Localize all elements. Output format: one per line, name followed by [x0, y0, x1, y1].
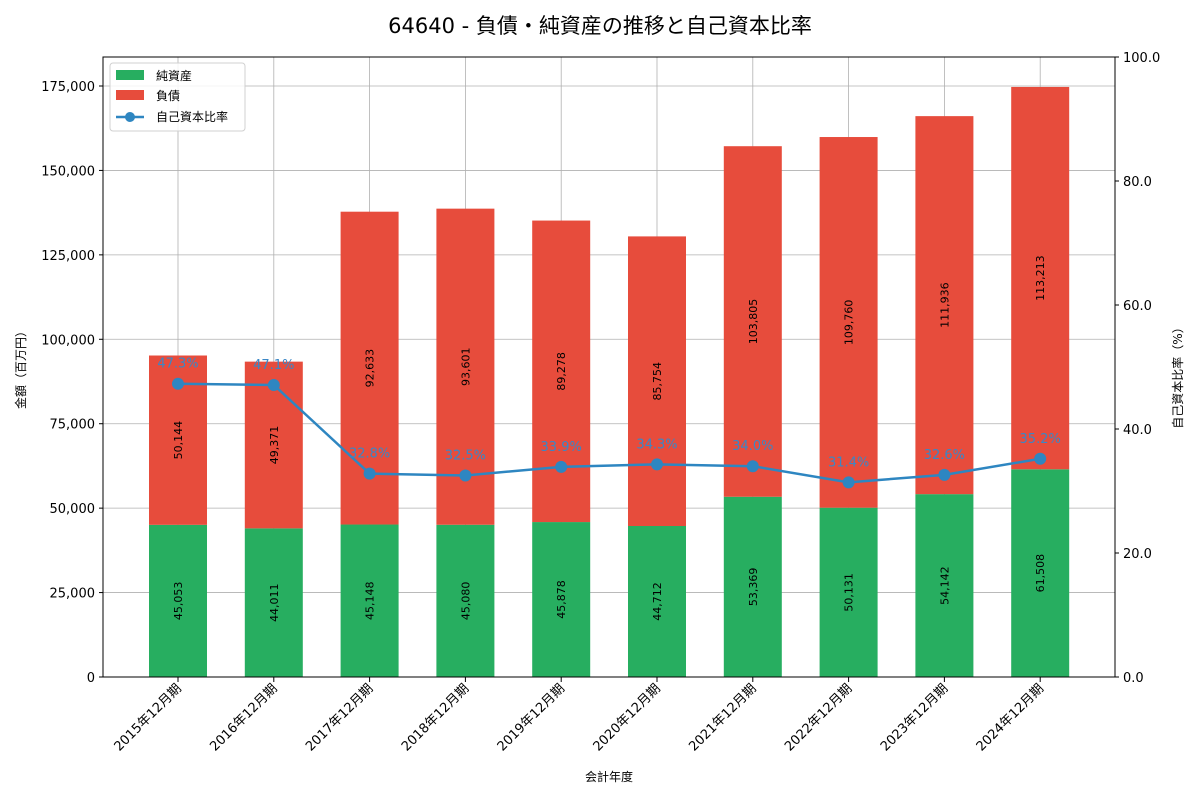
left-axis: 0 25,000 50,000 75,000 100,000 125,000 150,000… — [41, 80, 103, 686]
bar-liabilities-label: 111,936 — [938, 282, 951, 328]
ratio-marker — [938, 468, 951, 481]
plot-frame — [102, 56, 1116, 678]
bar-equity — [244, 528, 303, 677]
x-tick-label: 2021年12月期 — [686, 681, 759, 754]
bar-equity — [628, 526, 686, 677]
bar-equity-label: 44,712 — [651, 582, 664, 621]
ratio-marker — [651, 458, 663, 471]
x-tick-label: 2020年12月期 — [591, 681, 664, 754]
bar-liabilities — [819, 137, 878, 508]
ratio-label: 32.6% — [924, 448, 965, 463]
ratio-label: 47.1% — [253, 358, 294, 373]
bar-equity-label: 45,878 — [555, 580, 568, 619]
ratio-marker — [459, 469, 472, 482]
x-axis: 2015年12月期 2016年12月期 2017年12月期 2018年12月期 2019… — [112, 677, 1047, 755]
bar-equity — [915, 494, 974, 677]
y2-tick-label: 0.0 — [1123, 671, 1144, 686]
x-tick-label: 2018年12月期 — [399, 681, 472, 754]
bar-equity-label: 53,369 — [747, 568, 760, 607]
y-tick-label: 175,000 — [41, 80, 95, 95]
legend-label-equity: 純資産 — [156, 68, 192, 83]
bar-liabilities-label: 93,601 — [459, 347, 472, 386]
x-tick-label: 2023年12月期 — [878, 681, 951, 754]
bar-liabilities-label: 85,754 — [651, 362, 664, 401]
bar-liabilities-label: 89,278 — [555, 352, 568, 391]
ratio-marker — [1034, 452, 1047, 465]
bar-liabilities — [723, 146, 782, 497]
ratio-marker — [555, 460, 568, 473]
ratio-label: 34.3% — [636, 437, 677, 452]
bar-equity — [819, 507, 878, 677]
bar-liabilities — [628, 236, 686, 527]
legend-label-ratio: 自己資本比率 — [156, 109, 228, 124]
bars: 45,053 50,144 44,011 49,371 45,148 92,633 45,0… — [149, 86, 1070, 677]
ratio-marker — [842, 476, 855, 489]
x-tick-label: 2019年12月期 — [495, 681, 568, 754]
bar-liabilities-label: 113,213 — [1034, 255, 1047, 301]
y-tick-label: 100,000 — [41, 333, 95, 348]
x-tick-label: 2017年12月期 — [303, 681, 376, 754]
x-tick-label: 2016年12月期 — [207, 681, 280, 754]
bar-equity-label: 44,011 — [268, 583, 281, 622]
y-axis-label: 金額（百万円） — [13, 325, 28, 409]
bar-equity — [340, 524, 399, 677]
legend: 純資産 負債 自己資本比率 — [109, 62, 246, 132]
ratio-label: 47.3% — [157, 357, 198, 372]
x-axis-label: 会計年度 — [585, 769, 633, 784]
y-tick-label: 125,000 — [41, 249, 95, 264]
right-axis: 0.0 20.0 40.0 60.0 80.0 100.0 — [1115, 51, 1160, 686]
bar-equity — [532, 522, 591, 677]
bar-liabilities-label: 103,805 — [747, 299, 760, 345]
bar-equity-label: 50,131 — [843, 573, 856, 612]
legend-label-liabilities: 負債 — [156, 88, 180, 103]
bar-equity-label: 61,508 — [1034, 554, 1047, 593]
y2-axis-label: 自己資本比率（%） — [1170, 321, 1185, 428]
bar-liabilities-label: 50,144 — [172, 421, 185, 460]
bar-equity-label: 54,142 — [938, 566, 951, 605]
bar-liabilities — [1011, 86, 1070, 470]
bar-equity-label: 45,148 — [364, 582, 377, 621]
legend-swatch-liabilities — [116, 90, 144, 100]
y2-tick-label: 100.0 — [1123, 51, 1160, 66]
ratio-label: 33.9% — [541, 440, 582, 455]
bar-equity — [436, 524, 495, 677]
chart-title: 64640 - 負債・純資産の推移と自己資本比率 — [388, 14, 812, 38]
bar-equity-label: 45,080 — [459, 582, 472, 621]
y2-tick-label: 60.0 — [1123, 299, 1152, 314]
bar-equity — [723, 496, 782, 677]
bar-liabilities-label: 109,760 — [843, 300, 856, 346]
ratio-label: 32.5% — [445, 449, 486, 464]
bar-liabilities-label: 92,633 — [364, 349, 377, 388]
y-tick-label: 150,000 — [41, 164, 95, 179]
ratio-label: 31.4% — [828, 455, 869, 470]
x-tick-label: 2022年12月期 — [782, 681, 855, 754]
bar-liabilities — [915, 116, 974, 495]
bar-liabilities-label: 49,371 — [268, 426, 281, 465]
y-tick-label: 25,000 — [50, 587, 96, 602]
ratio-label: 32.8% — [349, 447, 390, 462]
ratio-marker — [172, 377, 184, 390]
bar-equity-label: 45,053 — [172, 582, 185, 621]
x-tick-label: 2015年12月期 — [112, 681, 185, 754]
y2-tick-label: 80.0 — [1123, 175, 1152, 190]
ratio-label: 35.2% — [1020, 432, 1061, 447]
legend-swatch-equity — [116, 70, 144, 80]
y-tick-label: 50,000 — [50, 502, 96, 517]
y-tick-label: 75,000 — [50, 418, 96, 433]
x-tick-label: 2024年12月期 — [974, 681, 1047, 754]
ratio-marker — [267, 378, 280, 391]
ratio-label: 34.0% — [732, 439, 773, 454]
bar-equity — [149, 524, 207, 677]
legend-marker-ratio — [125, 112, 135, 122]
y2-tick-label: 40.0 — [1123, 423, 1152, 438]
equity-ratio-line: 47.3% 47.1% 32.8% 32.5% 33.9% 34.3% 34.0% 31.4%… — [157, 357, 1061, 489]
ratio-marker — [746, 460, 759, 473]
y-tick-label: 0 — [87, 671, 95, 686]
ratio-marker — [363, 467, 376, 480]
y2-tick-label: 20.0 — [1123, 547, 1152, 562]
bar-equity — [1011, 469, 1070, 677]
